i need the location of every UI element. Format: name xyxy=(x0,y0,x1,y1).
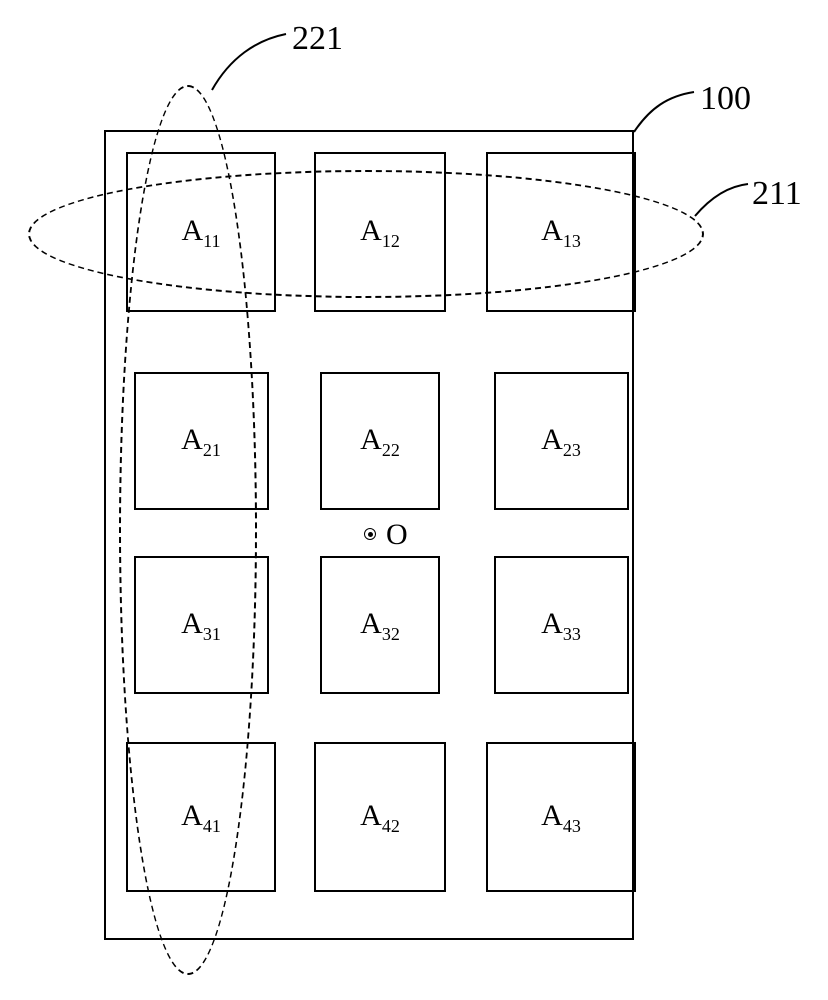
callout-leader xyxy=(634,92,694,132)
grid-cell-label: A31 xyxy=(181,607,221,642)
callout-label-column-ellipse: 221 xyxy=(292,20,343,58)
grid-cell: A31 xyxy=(134,556,269,694)
grid-cell: A42 xyxy=(314,742,446,892)
grid-cell-label: A43 xyxy=(541,799,581,834)
grid-cell-label: A13 xyxy=(541,214,581,249)
center-marker-dot xyxy=(368,532,373,537)
grid-cell-label: A22 xyxy=(360,423,400,458)
callout-label-frame: 100 xyxy=(700,80,751,118)
grid-cell: A11 xyxy=(126,152,276,312)
grid-cell-label: A11 xyxy=(181,214,220,249)
grid-cell: A33 xyxy=(494,556,629,694)
grid-cell: A41 xyxy=(126,742,276,892)
grid-cell-label: A32 xyxy=(360,607,400,642)
grid-cell-label: A33 xyxy=(541,607,581,642)
grid-cell: A12 xyxy=(314,152,446,312)
grid-cell: A22 xyxy=(320,372,440,510)
grid-cell-label: A12 xyxy=(360,214,400,249)
grid-cell: A21 xyxy=(134,372,269,510)
grid-cell: A13 xyxy=(486,152,636,312)
grid-cell-label: A21 xyxy=(181,423,221,458)
callout-label-row-ellipse: 211 xyxy=(752,175,802,213)
grid-cell: A43 xyxy=(486,742,636,892)
grid-cell-label: A42 xyxy=(360,799,400,834)
diagram-stage: A11 A12 A13 A21 A22 A23 A31 A32 A33 A41 A42 A43 O 1… xyxy=(0,0,828,1000)
callout-leader xyxy=(212,34,286,90)
grid-cell-label: A41 xyxy=(181,799,221,834)
center-marker-label: O xyxy=(386,518,408,552)
grid-cell-label: A23 xyxy=(541,423,581,458)
grid-cell: A23 xyxy=(494,372,629,510)
callout-leader xyxy=(695,184,748,216)
grid-cell: A32 xyxy=(320,556,440,694)
